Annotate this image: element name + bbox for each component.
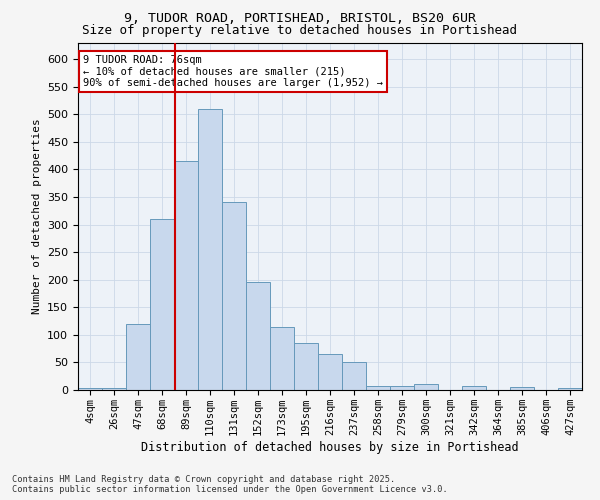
Bar <box>126 324 150 390</box>
Bar <box>318 354 342 390</box>
Bar <box>366 386 390 390</box>
Bar <box>294 343 318 390</box>
Text: Contains HM Land Registry data © Crown copyright and database right 2025.
Contai: Contains HM Land Registry data © Crown c… <box>12 474 448 494</box>
Bar <box>342 362 366 390</box>
Y-axis label: Number of detached properties: Number of detached properties <box>32 118 41 314</box>
Bar <box>510 387 534 390</box>
Text: 9, TUDOR ROAD, PORTISHEAD, BRISTOL, BS20 6UR: 9, TUDOR ROAD, PORTISHEAD, BRISTOL, BS20… <box>124 12 476 26</box>
X-axis label: Distribution of detached houses by size in Portishead: Distribution of detached houses by size … <box>141 440 519 454</box>
Bar <box>270 326 294 390</box>
Bar <box>390 386 414 390</box>
Bar <box>78 388 102 390</box>
Bar <box>174 161 198 390</box>
Bar <box>462 386 486 390</box>
Bar <box>102 388 126 390</box>
Text: 9 TUDOR ROAD: 76sqm
← 10% of detached houses are smaller (215)
90% of semi-detac: 9 TUDOR ROAD: 76sqm ← 10% of detached ho… <box>83 54 383 88</box>
Bar <box>222 202 246 390</box>
Bar <box>198 108 222 390</box>
Bar <box>150 219 174 390</box>
Text: Size of property relative to detached houses in Portishead: Size of property relative to detached ho… <box>83 24 517 37</box>
Bar <box>414 384 438 390</box>
Bar <box>558 388 582 390</box>
Bar <box>246 282 270 390</box>
